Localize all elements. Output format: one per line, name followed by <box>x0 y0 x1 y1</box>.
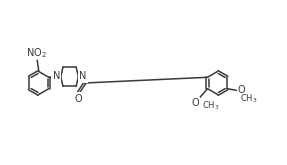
Text: N: N <box>79 71 87 81</box>
Text: O: O <box>192 98 199 108</box>
Text: NO$_2$: NO$_2$ <box>26 46 47 60</box>
Text: O: O <box>74 94 82 104</box>
Text: O: O <box>237 85 245 95</box>
Text: CH$_3$: CH$_3$ <box>240 93 257 105</box>
Text: CH$_3$: CH$_3$ <box>202 99 220 112</box>
Text: N: N <box>53 71 60 81</box>
